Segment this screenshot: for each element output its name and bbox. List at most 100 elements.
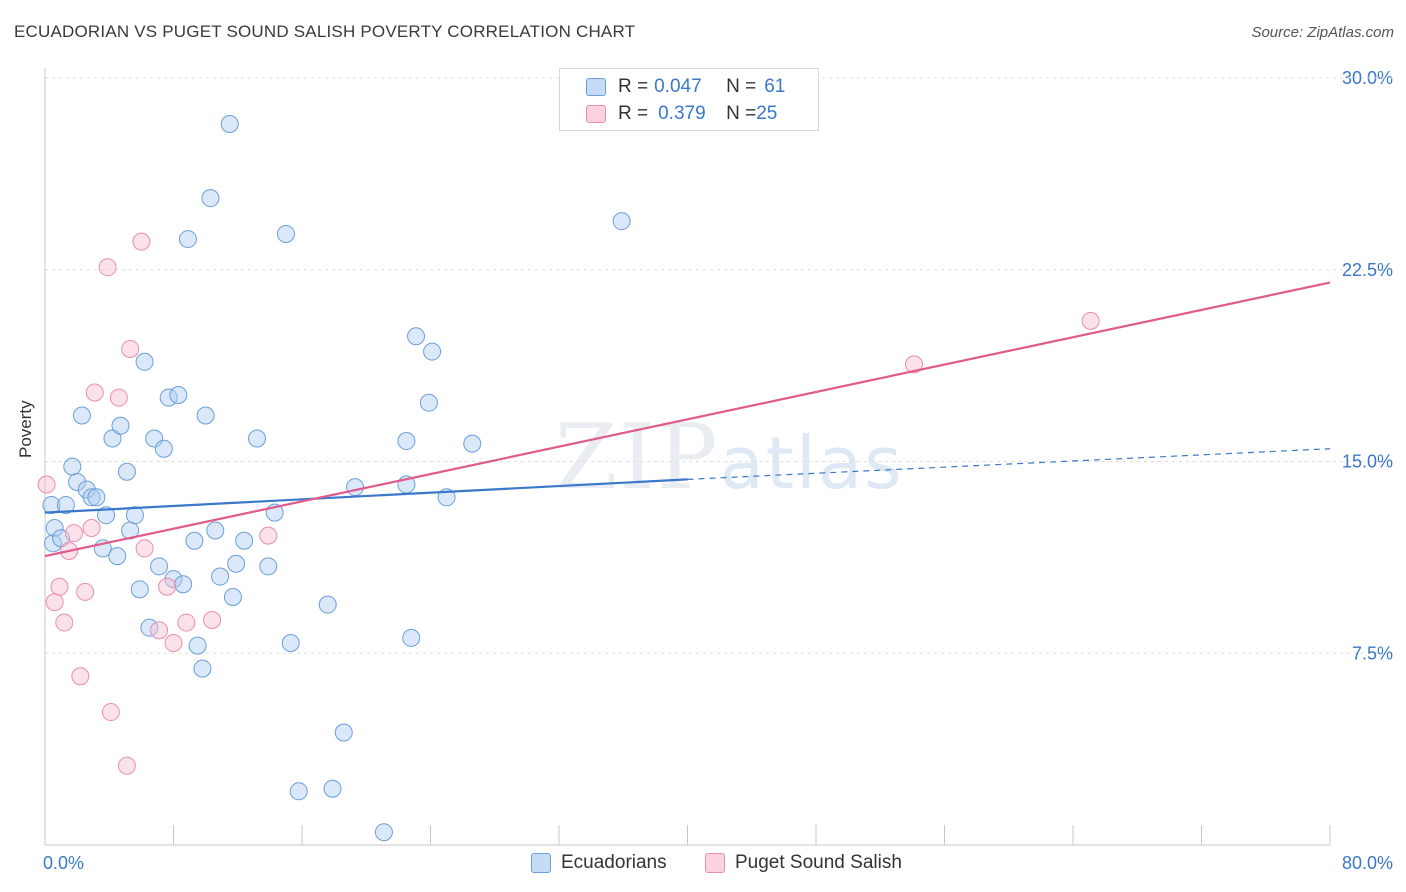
y-tick-label: 7.5% — [1352, 643, 1393, 663]
ecuadorian-point — [82, 488, 101, 507]
puget-sound-salish-point — [1081, 311, 1100, 330]
puget-sound-salish-point — [82, 518, 101, 537]
legend-swatch-pink — [586, 105, 606, 123]
ecuadorian-point — [63, 457, 82, 476]
ecuadorian-point — [419, 393, 438, 412]
ecuadorian-point — [423, 342, 442, 361]
ecuadorian-point — [318, 595, 337, 614]
legend-n-label: N = — [726, 76, 757, 97]
puget-sound-salish-point — [203, 611, 222, 630]
ecuadorian-point — [130, 580, 149, 599]
ecuadorian-point — [223, 588, 242, 607]
source-label: Source: ZipAtlas.com — [1251, 24, 1394, 41]
ecuadorian-point — [374, 823, 393, 842]
ecuadorian-point — [169, 386, 188, 405]
correlation-legend: R = 0.047 N = 61 R = 0.379 N = 25 — [559, 68, 819, 131]
ecuadorian-point — [227, 554, 246, 573]
x-tick-label: 0.0% — [43, 853, 84, 873]
ecuadorian-point — [185, 531, 204, 550]
legend-row-puget-sound-salish: R = 0.379 N = 25 — [586, 102, 777, 126]
puget-sound-salish-point — [121, 340, 140, 359]
ecuadorian-point — [248, 429, 267, 448]
ecuadorian-point — [150, 557, 169, 576]
legend-swatch-blue — [586, 78, 606, 96]
ecuadorian-point — [103, 429, 122, 448]
puget-sound-salish-point — [85, 383, 104, 402]
puget-sound-salish-point — [71, 667, 90, 686]
ecuadorian-point — [154, 439, 173, 458]
ecuadorian-point — [68, 472, 87, 491]
ecuadorian-point — [206, 521, 225, 540]
puget-sound-salish-point — [135, 539, 154, 558]
legend-r-label: R = — [618, 76, 649, 97]
legend-r-value: 0.047 — [654, 76, 702, 97]
puget-sound-salish-point — [259, 526, 278, 545]
puget-sound-salish-point — [101, 703, 120, 722]
bottom-legend-label: Puget Sound Salish — [735, 852, 902, 873]
ecuadorian-point — [346, 478, 365, 497]
puget-sound-salish-point — [904, 355, 923, 374]
ecuadorian-point — [178, 230, 197, 249]
ecuadorian-point — [117, 462, 136, 481]
ecuadorian-point — [188, 636, 207, 655]
puget-sound-salish-point — [158, 577, 177, 596]
ecuadorian-point — [397, 432, 416, 451]
puget-sound-salish-point — [55, 613, 74, 632]
ecuadorian-point — [334, 723, 353, 742]
ecuadorian-point — [56, 495, 75, 514]
puget-sound-salish-point — [150, 621, 169, 640]
puget-sound-salish-point — [132, 232, 151, 251]
ecuadorian-trend-extension — [687, 448, 1331, 480]
legend-r-label: R = — [618, 103, 649, 124]
ecuadorian-trend-line — [44, 478, 688, 514]
ecuadorian-point — [42, 495, 61, 514]
y-tick-label: 22.5% — [1342, 260, 1393, 280]
chart-title: ECUADORIAN VS PUGET SOUND SALISH POVERTY… — [14, 22, 636, 41]
legend-n-value: 61 — [764, 76, 786, 97]
legend-n-label: N = — [726, 103, 757, 124]
ecuadorian-point — [193, 659, 212, 678]
ecuadorian-point — [220, 115, 239, 134]
ecuadorian-point — [407, 327, 426, 346]
ecuadorian-point — [164, 570, 183, 589]
puget-sound-salish-trend-line — [44, 281, 1331, 558]
ecuadorian-point — [125, 506, 144, 525]
ecuadorian-point — [289, 782, 308, 801]
ecuadorian-point — [45, 518, 64, 537]
ecuadorian-point — [323, 779, 342, 798]
watermark: ZIPatlas — [555, 405, 904, 510]
puget-sound-salish-point — [45, 593, 64, 612]
ecuadorian-point — [211, 567, 230, 586]
ecuadorian-point — [174, 575, 193, 594]
ecuadorian-point — [108, 547, 127, 566]
ecuadorian-point — [402, 628, 421, 647]
bottom-legend-label: Ecuadorians — [561, 852, 667, 873]
ecuadorian-point — [111, 416, 130, 435]
ecuadorian-point — [259, 557, 278, 576]
puget-sound-salish-point — [177, 613, 196, 632]
watermark-zip: ZIP — [555, 405, 720, 510]
bottom-legend-ecuadorians: Ecuadorians — [531, 852, 667, 874]
ecuadorian-point — [87, 488, 106, 507]
puget-sound-salish-point — [76, 582, 95, 601]
bottom-legend-puget-sound-salish: Puget Sound Salish — [705, 852, 902, 874]
puget-sound-salish-point — [98, 258, 117, 277]
y-tick-label: 30.0% — [1342, 68, 1393, 88]
ecuadorian-point — [281, 634, 300, 653]
puget-sound-salish-point — [37, 475, 56, 494]
puget-sound-salish-point — [50, 577, 69, 596]
ecuadorian-point — [196, 406, 215, 425]
ecuadorian-point — [201, 189, 220, 208]
watermark-atlas: atlas — [719, 421, 904, 505]
puget-sound-salish-point — [117, 756, 136, 775]
ecuadorian-point — [235, 531, 254, 550]
ecuadorian-point — [612, 212, 631, 231]
puget-sound-salish-point — [109, 388, 128, 407]
ecuadorian-point — [97, 506, 116, 525]
x-tick-label: 80.0% — [1342, 853, 1393, 873]
ecuadorian-point — [276, 224, 295, 243]
y-axis-label: Poverty — [16, 400, 35, 458]
puget-sound-salish-point — [164, 634, 183, 653]
legend-r-value: 0.379 — [658, 103, 706, 124]
